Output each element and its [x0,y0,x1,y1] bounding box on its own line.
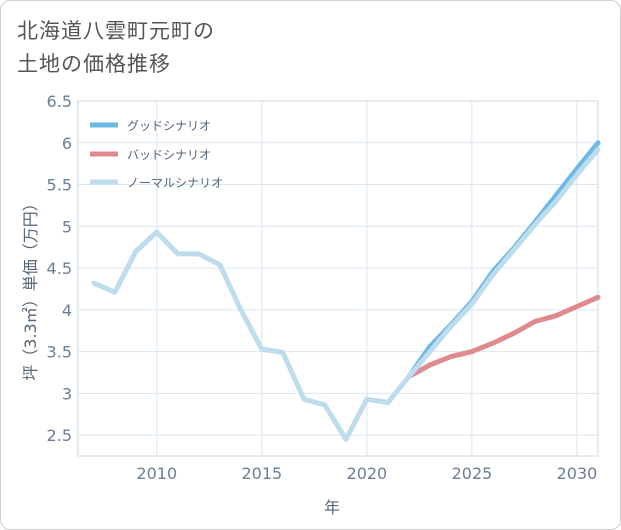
chart-title-line-1: 北海道八雲町元町の [17,19,215,43]
y-tick-label: 3.5 [47,343,72,362]
y-tick-label: 4 [62,301,72,320]
x-tick-label: 2010 [136,464,177,483]
series-layer [91,140,601,442]
legend: グッドシナリオ バッドシナリオ ノーマルシナリオ [90,119,223,190]
series-line-normal[interactable] [91,146,601,442]
x-axis-title: 年 [324,498,340,517]
y-tick-label: 3 [62,384,72,403]
legend-label-good[interactable]: グッドシナリオ [127,119,211,133]
grid [78,100,598,456]
x-tick-label: 2025 [452,464,493,483]
y-tick-label: 4.5 [47,259,72,278]
series-line-bad[interactable] [406,294,601,380]
legend-label-bad[interactable]: バッドシナリオ [127,148,211,162]
axis-ticks: 2.5 3 3.5 4 4.5 5 5.5 6 6.5 2010 2015 2020 2025 2030 [47,92,598,483]
y-axis-title: 坪（3.3㎡）単価（万円） [21,195,40,380]
legend-label-normal[interactable]: ノーマルシナリオ [127,176,223,190]
y-tick-label: 2.5 [47,426,72,445]
x-tick-label: 2015 [241,464,282,483]
plot-area [77,100,599,457]
y-tick-label: 5 [62,217,72,236]
y-tick-label: 6.5 [47,92,72,111]
x-tick-label: 2030 [557,464,598,483]
x-tick-label: 2020 [347,464,388,483]
chart-title: 北海道八雲町元町の 土地の価格推移 [17,15,577,81]
y-tick-label: 5.5 [47,176,72,195]
y-tick-label: 6 [62,134,72,153]
chart-title-line-2: 土地の価格推移 [17,52,171,76]
